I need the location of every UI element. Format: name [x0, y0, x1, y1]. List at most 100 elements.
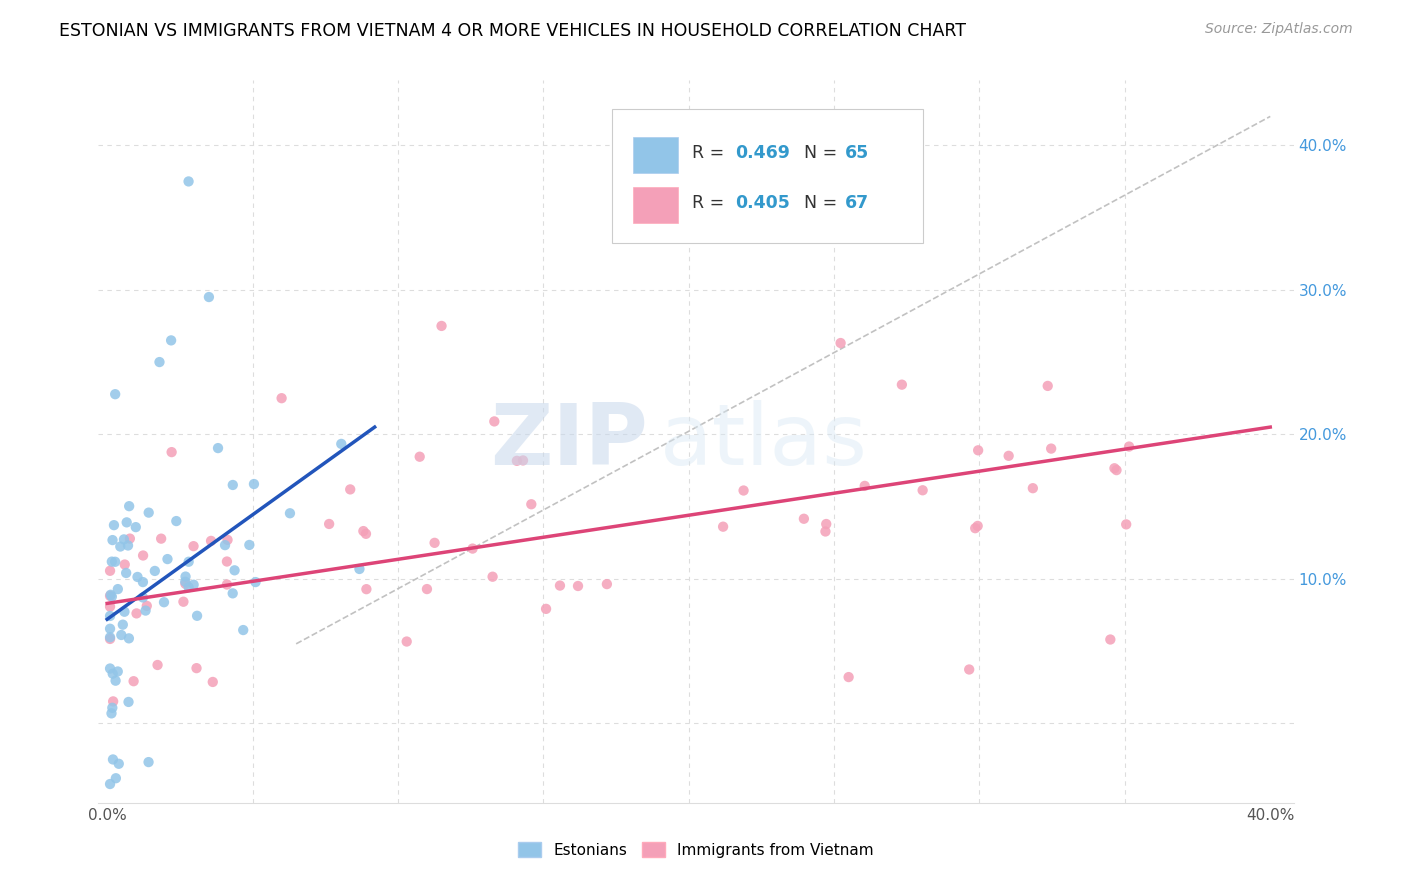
Point	[104, 771, 127, 785]
Point	[143, 564, 166, 578]
Point	[110, 540, 132, 554]
Point	[461, 541, 484, 556]
Point	[132, 591, 155, 605]
Text: 0.469: 0.469	[735, 144, 790, 161]
Point	[318, 516, 340, 531]
Point	[160, 334, 183, 348]
Point	[101, 694, 124, 708]
Point	[107, 665, 129, 679]
Point	[409, 450, 432, 464]
Point	[1118, 440, 1140, 454]
Point	[165, 514, 187, 528]
Point	[349, 562, 371, 576]
Point	[733, 483, 755, 498]
Point	[793, 512, 815, 526]
Bar	[633, 187, 678, 223]
Point	[222, 586, 245, 600]
Point	[890, 377, 912, 392]
Point	[1040, 442, 1063, 456]
Point	[118, 499, 141, 513]
Point	[100, 588, 122, 602]
Point	[512, 453, 534, 467]
Point	[135, 604, 157, 618]
Point	[506, 454, 529, 468]
Point	[101, 752, 124, 766]
Text: R =: R =	[692, 194, 730, 212]
Point	[112, 533, 135, 547]
Point	[965, 521, 987, 535]
Point	[830, 336, 852, 351]
Text: R =: R =	[692, 144, 730, 161]
Point	[238, 538, 260, 552]
Point	[98, 564, 121, 578]
Point	[104, 673, 127, 688]
Text: ZIP: ZIP	[491, 400, 648, 483]
Point	[911, 483, 934, 498]
Point	[186, 661, 208, 675]
Point	[110, 628, 132, 642]
Point	[352, 524, 374, 538]
Point	[339, 483, 361, 497]
Point	[186, 608, 208, 623]
Point	[838, 670, 860, 684]
Point	[567, 579, 589, 593]
Point	[104, 387, 127, 401]
Point	[103, 518, 125, 533]
Point	[215, 555, 238, 569]
Point	[98, 599, 121, 614]
Point	[711, 519, 734, 533]
Point	[115, 516, 138, 530]
Point	[98, 777, 121, 791]
Point	[127, 570, 149, 584]
Point	[107, 756, 129, 771]
Point	[183, 578, 205, 592]
Point	[183, 539, 205, 553]
Point	[222, 478, 245, 492]
FancyBboxPatch shape	[613, 109, 922, 243]
Point	[122, 674, 145, 689]
Point	[98, 609, 121, 624]
Point	[520, 497, 543, 511]
Point	[198, 290, 221, 304]
Point	[245, 575, 267, 590]
Point	[232, 623, 254, 637]
Point	[177, 580, 200, 594]
Text: 67: 67	[845, 194, 869, 212]
Point	[160, 445, 183, 459]
Point	[146, 657, 169, 672]
Point	[957, 663, 980, 677]
Point	[423, 536, 446, 550]
Point	[98, 661, 121, 675]
Point	[125, 607, 148, 621]
Point	[481, 570, 503, 584]
Point	[997, 449, 1019, 463]
Point	[1022, 481, 1045, 495]
Text: atlas: atlas	[661, 400, 868, 483]
Point	[150, 532, 173, 546]
Point	[395, 634, 418, 648]
Point	[214, 538, 236, 552]
Point	[174, 569, 197, 583]
Point	[132, 575, 155, 590]
Point	[1115, 517, 1137, 532]
Point	[101, 555, 124, 569]
Text: Source: ZipAtlas.com: Source: ZipAtlas.com	[1205, 22, 1353, 37]
Point	[148, 355, 170, 369]
Point	[156, 552, 179, 566]
Point	[1099, 632, 1122, 647]
Point	[118, 632, 141, 646]
Point	[135, 599, 157, 613]
Point	[278, 506, 301, 520]
Point	[217, 533, 239, 547]
Text: N =: N =	[804, 194, 842, 212]
Point	[177, 555, 200, 569]
Point	[114, 558, 136, 572]
Point	[200, 533, 222, 548]
Point	[967, 443, 990, 458]
Point	[814, 524, 837, 539]
Point	[100, 706, 122, 721]
Point	[138, 506, 160, 520]
Point	[172, 595, 194, 609]
Text: N =: N =	[804, 144, 842, 161]
Text: ESTONIAN VS IMMIGRANTS FROM VIETNAM 4 OR MORE VEHICLES IN HOUSEHOLD CORRELATION : ESTONIAN VS IMMIGRANTS FROM VIETNAM 4 OR…	[59, 22, 966, 40]
